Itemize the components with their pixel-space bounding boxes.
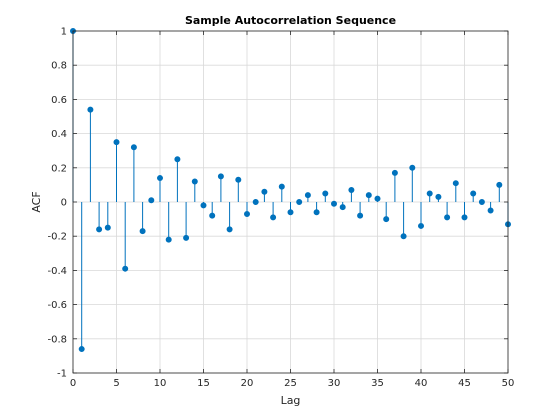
stem-marker [209, 212, 216, 219]
stem-marker [452, 180, 459, 187]
y-tick-label: 0.2 [51, 163, 67, 174]
stem-marker [243, 210, 250, 217]
y-tick-label: -0.2 [47, 232, 67, 243]
y-tick-label: -0.8 [47, 334, 67, 345]
y-tick-label: -1 [57, 369, 67, 380]
stem-marker [235, 176, 242, 183]
stem-marker [174, 156, 181, 163]
stem-marker [113, 139, 120, 146]
stem-marker [330, 200, 337, 207]
y-tick-label: 0.8 [51, 61, 67, 72]
stem-marker [374, 195, 381, 202]
y-tick-label: 0.4 [51, 129, 67, 140]
y-tick-label: 0 [61, 198, 67, 209]
stem-marker [148, 197, 155, 204]
stem-marker [139, 228, 146, 235]
x-axis-label: Lag [281, 394, 301, 407]
stem-marker [122, 265, 129, 272]
y-tick-label: -0.6 [47, 300, 67, 311]
stem-marker [357, 212, 364, 219]
stem-marker [252, 198, 259, 205]
stem-marker [261, 188, 268, 195]
stem-marker [130, 144, 137, 151]
stem-marker [461, 214, 468, 221]
stem-marker [78, 346, 85, 353]
stem-marker [417, 222, 424, 229]
stem-marker [339, 204, 346, 211]
stem-series [70, 27, 511, 353]
stem-marker [496, 181, 503, 188]
y-axis-label: ACF [30, 191, 43, 212]
stem-marker [165, 236, 172, 243]
axis-ticks: 0 5 10 15 20 25 30 35 40 45 50 -1 -0.8 -0.6 -0.4 -0.2 0 0… [47, 27, 514, 390]
stem-marker [87, 106, 94, 113]
stem-marker [391, 169, 398, 176]
stem-marker [383, 216, 390, 223]
stem-marker [487, 207, 494, 214]
stem-marker [322, 190, 329, 197]
y-tick-label: 1 [61, 27, 67, 38]
stem-marker [183, 234, 190, 241]
x-tick-label: 35 [371, 378, 384, 389]
x-tick-label: 10 [154, 378, 167, 389]
stem-marker [365, 192, 372, 199]
chart-title: Sample Autocorrelation Sequence [185, 14, 396, 27]
x-tick-label: 45 [458, 378, 471, 389]
x-tick-label: 20 [241, 378, 254, 389]
x-tick-label: 50 [502, 378, 515, 389]
stem-marker [478, 198, 485, 205]
stem-marker [104, 224, 111, 231]
stem-marker [470, 190, 477, 197]
x-tick-label: 30 [328, 378, 341, 389]
stem-marker [278, 183, 285, 190]
y-tick-label: 0.6 [51, 95, 67, 106]
x-tick-label: 0 [70, 378, 76, 389]
stem-marker [313, 209, 320, 216]
stem-marker [270, 214, 277, 221]
x-tick-label: 15 [197, 378, 210, 389]
y-tick-label: -0.4 [47, 266, 67, 277]
stem-marker [226, 226, 233, 233]
stem-marker [287, 209, 294, 216]
stem-marker [426, 190, 433, 197]
x-tick-label: 5 [113, 378, 119, 389]
stem-marker [296, 198, 303, 205]
stem-marker [96, 226, 103, 233]
x-tick-label: 25 [284, 378, 297, 389]
x-tick-label: 40 [415, 378, 428, 389]
stem-marker [217, 173, 224, 180]
stem-marker [409, 164, 416, 171]
stem-marker [435, 193, 442, 200]
stem-marker [156, 175, 163, 182]
stem-marker [191, 178, 198, 185]
stem-marker [348, 187, 355, 194]
stem-marker [400, 233, 407, 240]
stem-marker [444, 214, 451, 221]
stem-marker [304, 192, 311, 199]
stem-marker [200, 202, 207, 209]
